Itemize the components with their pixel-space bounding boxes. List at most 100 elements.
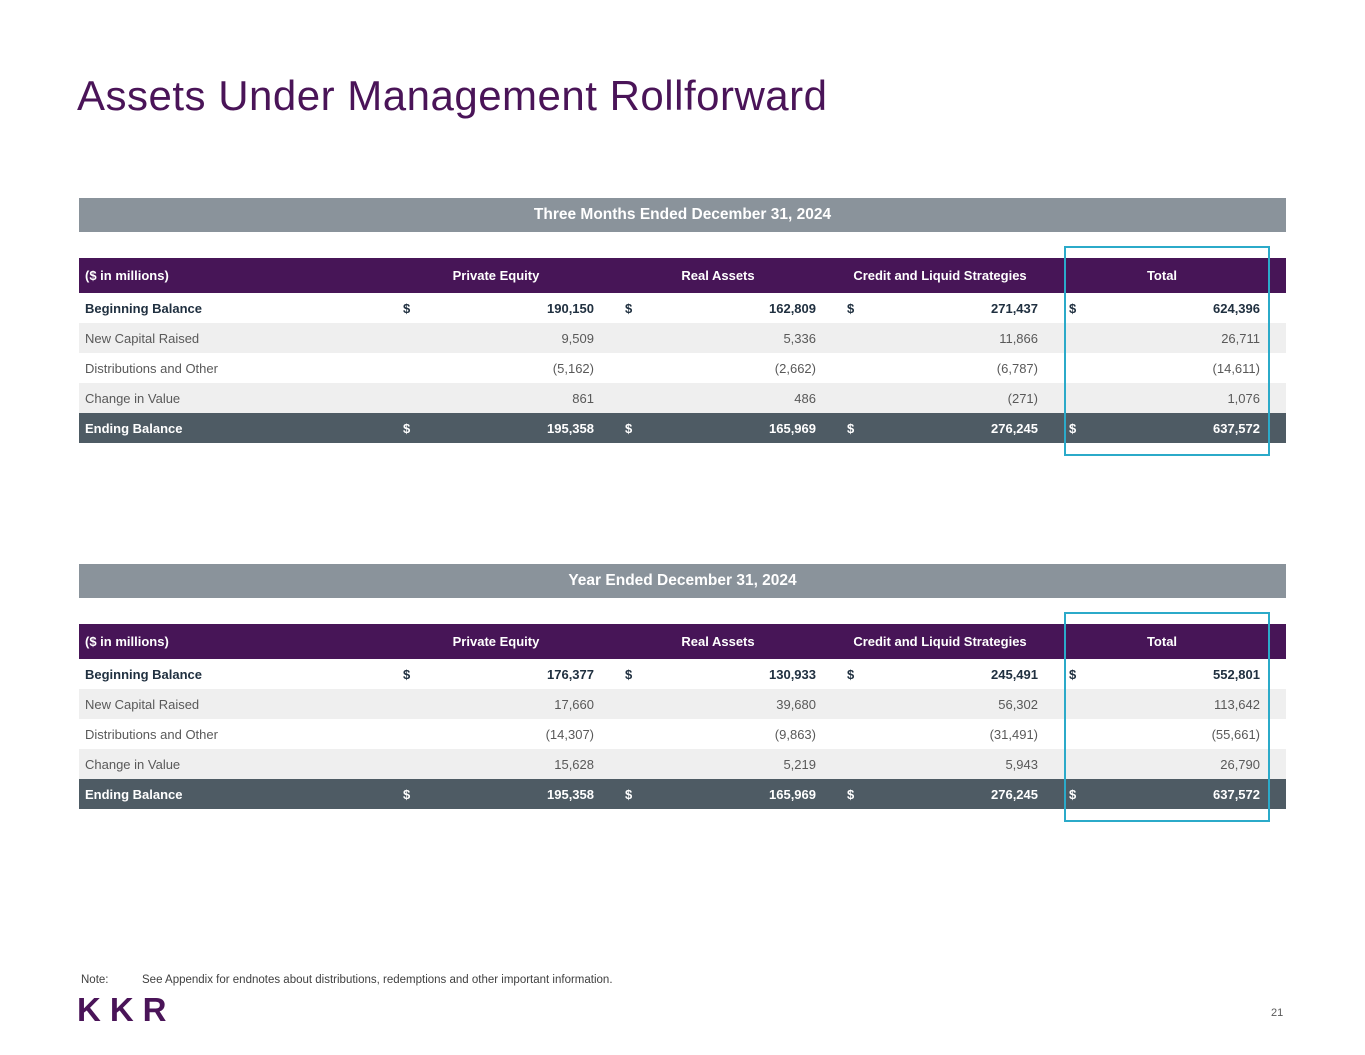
cell-credit-liquid: 11,866: [842, 331, 1064, 346]
cell-value: 56,302: [998, 696, 1038, 712]
currency-symbol: $: [625, 420, 633, 436]
spacer: [79, 598, 1286, 624]
spacer: [79, 232, 1286, 258]
table-header-row: ($ in millions) Private Equity Real Asse…: [79, 624, 1286, 659]
cell-value: (31,491): [989, 726, 1038, 742]
currency-symbol: $: [1069, 420, 1077, 436]
table-row-ending-balance: Ending Balance $195,358 $165,969 $276,24…: [79, 779, 1286, 809]
row-label: Beginning Balance: [85, 666, 203, 682]
cell-real-assets: $165,969: [620, 787, 842, 802]
cell-value: 9,509: [561, 330, 594, 346]
row-label: Change in Value: [85, 390, 181, 406]
cell-value: 861: [572, 390, 594, 406]
cell-value: 5,336: [783, 330, 816, 346]
column-header-credit-liquid-strategies: Credit and Liquid Strategies: [853, 268, 1027, 283]
cell-private-equity: 17,660: [398, 697, 620, 712]
cell-total: $624,396: [1064, 301, 1286, 316]
cell-credit-liquid: 56,302: [842, 697, 1064, 712]
currency-symbol: $: [625, 666, 633, 682]
cell-total: 26,790: [1064, 757, 1286, 772]
cell-value: 26,711: [1221, 330, 1260, 346]
currency-symbol: $: [1069, 666, 1077, 682]
cell-private-equity: $176,377: [398, 667, 620, 682]
currency-symbol: $: [847, 420, 855, 436]
cell-value: 1,076: [1227, 390, 1260, 406]
cell-total: $637,572: [1064, 787, 1286, 802]
row-label: Beginning Balance: [85, 300, 203, 316]
table-row-distributions-and-other: Distributions and Other (14,307) (9,863)…: [79, 719, 1286, 749]
cell-value: 245,491: [991, 666, 1038, 682]
unit-label: ($ in millions): [85, 634, 169, 649]
cell-value: 130,933: [769, 666, 816, 682]
column-header-real-assets: Real Assets: [681, 634, 755, 649]
cell-real-assets: 5,219: [620, 757, 842, 772]
cell-value: (2,662): [774, 360, 816, 376]
currency-symbol: $: [847, 300, 855, 316]
currency-symbol: $: [403, 786, 411, 802]
cell-credit-liquid: (31,491): [842, 727, 1064, 742]
kkr-logo: KKR: [77, 991, 176, 1028]
table-period-title: Three Months Ended December 31, 2024: [533, 206, 832, 223]
cell-credit-liquid: (271): [842, 391, 1064, 406]
cell-private-equity: $190,150: [398, 301, 620, 316]
table-three-months-ended: Three Months Ended December 31, 2024 ($ …: [79, 198, 1286, 456]
table-year-ended: Year Ended December 31, 2024 ($ in milli…: [79, 564, 1286, 822]
cell-value: (6,787): [996, 360, 1038, 376]
cell-private-equity: $195,358: [398, 787, 620, 802]
currency-symbol: $: [625, 786, 633, 802]
cell-value: 624,396: [1213, 300, 1260, 316]
currency-symbol: $: [1069, 300, 1077, 316]
cell-value: 162,809: [769, 300, 816, 316]
currency-symbol: $: [1069, 786, 1077, 802]
cell-value: (5,162): [552, 360, 594, 376]
currency-symbol: $: [625, 300, 633, 316]
table-row-beginning-balance: Beginning Balance $190,150 $162,809 $271…: [79, 293, 1286, 323]
cell-value: 552,801: [1213, 666, 1260, 682]
cell-private-equity: 15,628: [398, 757, 620, 772]
cell-value: 190,150: [547, 300, 594, 316]
cell-value: 486: [794, 390, 816, 406]
cell-real-assets: 39,680: [620, 697, 842, 712]
cell-private-equity: $195,358: [398, 421, 620, 436]
cell-total: $637,572: [1064, 421, 1286, 436]
column-header-real-assets: Real Assets: [681, 268, 755, 283]
cell-real-assets: $162,809: [620, 301, 842, 316]
cell-value: 195,358: [547, 786, 594, 802]
row-label: Distributions and Other: [85, 360, 218, 376]
cell-total: (14,611): [1064, 361, 1286, 376]
table-row-change-in-value: Change in Value 15,628 5,219 5,943 26,79…: [79, 749, 1286, 779]
cell-value: 276,245: [991, 420, 1038, 436]
footnote: Note: See Appendix for endnotes about di…: [81, 974, 613, 986]
cell-value: (14,307): [545, 726, 594, 742]
currency-symbol: $: [403, 666, 411, 682]
table-header-row: ($ in millions) Private Equity Real Asse…: [79, 258, 1286, 293]
cell-value: 39,680: [776, 696, 816, 712]
column-header-private-equity: Private Equity: [452, 634, 540, 649]
cell-total: 1,076: [1064, 391, 1286, 406]
currency-symbol: $: [403, 420, 411, 436]
cell-real-assets: $130,933: [620, 667, 842, 682]
currency-symbol: $: [403, 300, 411, 316]
cell-value: 637,572: [1213, 420, 1260, 436]
cell-value: (9,863): [774, 726, 816, 742]
currency-symbol: $: [847, 786, 855, 802]
cell-value: 5,943: [1005, 756, 1038, 772]
cell-value: 17,660: [554, 696, 594, 712]
cell-value: (14,611): [1212, 360, 1260, 376]
cell-total: 113,642: [1064, 697, 1286, 712]
row-label: Distributions and Other: [85, 726, 218, 742]
footnote-text: See Appendix for endnotes about distribu…: [142, 974, 613, 986]
cell-real-assets: $165,969: [620, 421, 842, 436]
column-header-total: Total: [1146, 268, 1178, 283]
currency-symbol: $: [847, 666, 855, 682]
cell-real-assets: (9,863): [620, 727, 842, 742]
cell-private-equity: (14,307): [398, 727, 620, 742]
cell-total: $552,801: [1064, 667, 1286, 682]
cell-credit-liquid: $245,491: [842, 667, 1064, 682]
cell-value: 26,790: [1220, 756, 1260, 772]
row-label: New Capital Raised: [85, 696, 200, 712]
cell-value: (55,661): [1211, 726, 1260, 742]
cell-real-assets: 486: [620, 391, 842, 406]
table-row-change-in-value: Change in Value 861 486 (271) 1,076: [79, 383, 1286, 413]
